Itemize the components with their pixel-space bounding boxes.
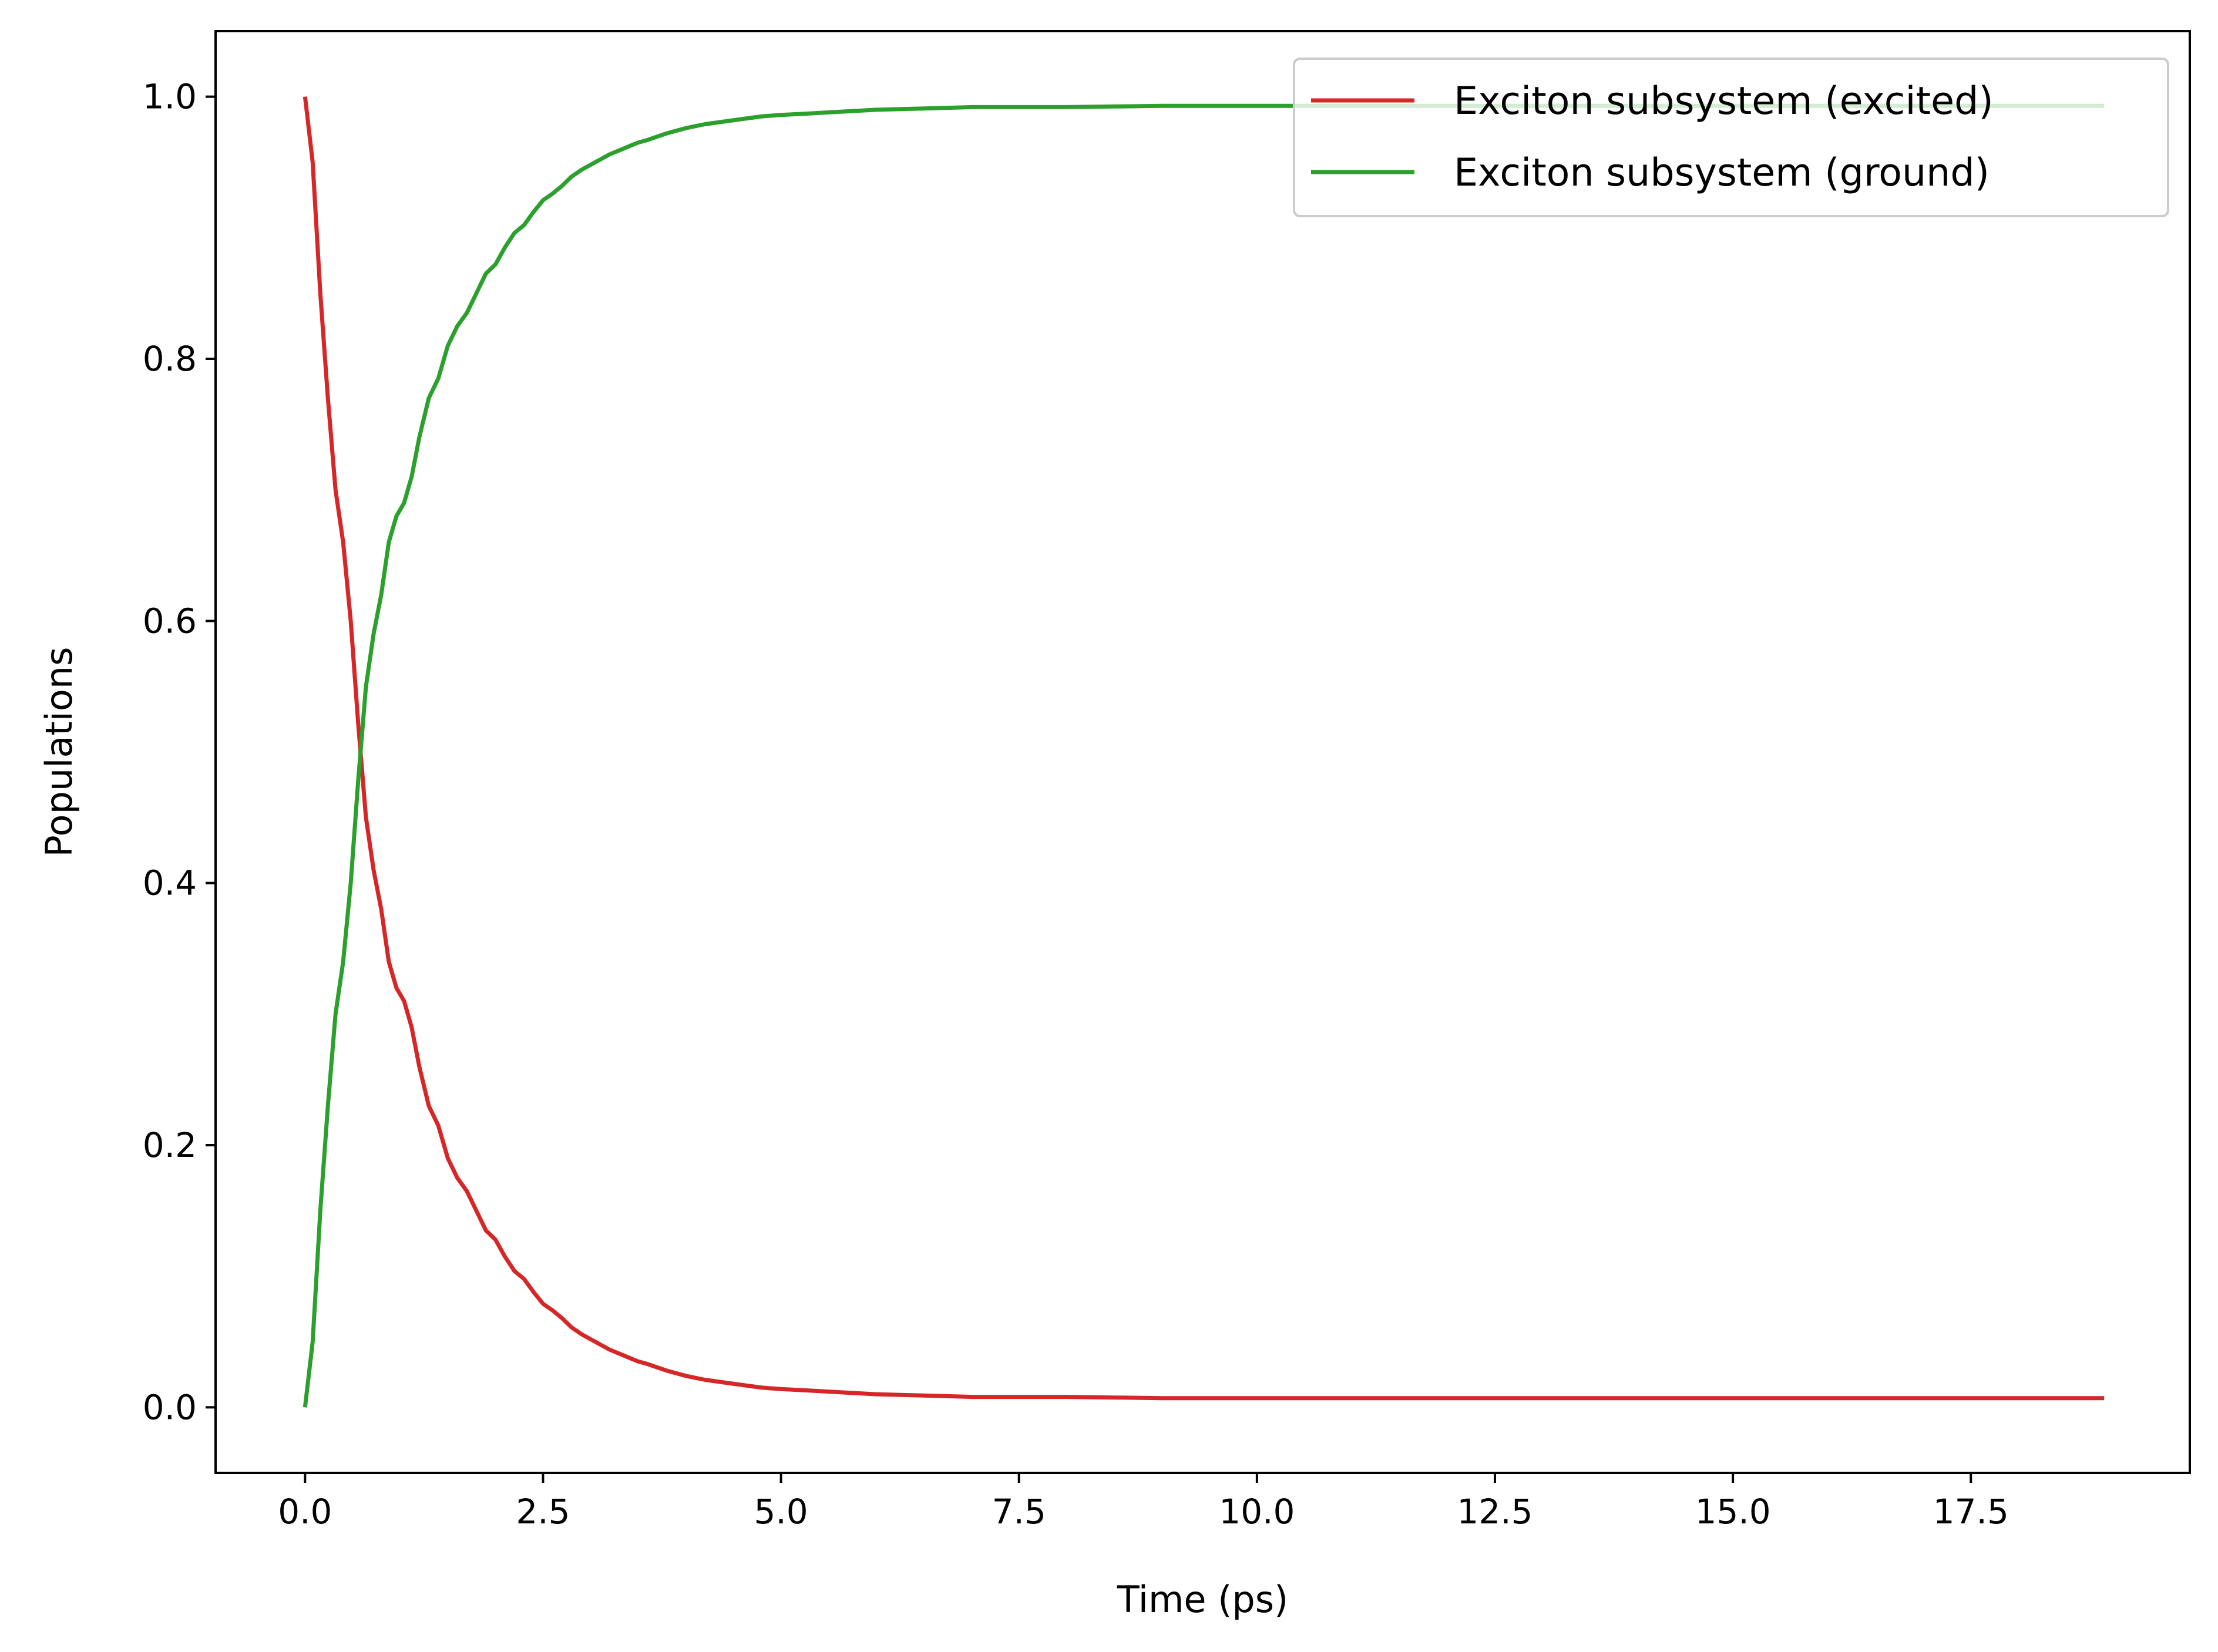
y-tick-label: 0.4 — [143, 863, 197, 903]
x-tick-label: 5.0 — [754, 1492, 808, 1532]
plot-area-frame — [214, 30, 2191, 1474]
legend-label-0: Exciton subsystem (excited) — [1454, 79, 1994, 123]
x-axis-ticks: 0.0 2.5 5.0 7.5 10.0 12.5 15.0 17.5 — [278, 1473, 2009, 1532]
y-axis-ticks: 0.0 0.2 0.4 0.6 0.8 1.0 — [143, 77, 216, 1427]
x-tick-label: 7.5 — [992, 1492, 1046, 1532]
y-tick-label: 0.8 — [143, 339, 197, 379]
x-tick-label: 2.5 — [516, 1492, 570, 1532]
legend-label-1: Exciton subsystem (ground) — [1454, 151, 1990, 195]
x-tick-label: 15.0 — [1695, 1492, 1771, 1532]
series-line-0 — [303, 96, 2105, 1401]
y-tick-label: 1.0 — [143, 77, 197, 117]
x-tick-label: 10.0 — [1219, 1492, 1295, 1532]
series-line-1 — [303, 103, 2105, 1408]
series-layer — [303, 96, 2105, 1408]
x-tick-label: 17.5 — [1933, 1492, 2009, 1532]
x-tick-label: 0.0 — [278, 1492, 332, 1532]
y-tick-label: 0.6 — [143, 601, 197, 641]
legend-entries: Exciton subsystem (excited) Exciton subsy… — [1311, 79, 1994, 195]
legend: Exciton subsystem (excited) Exciton subsy… — [1293, 58, 2169, 217]
legend-box — [1293, 58, 2169, 217]
x-tick-label: 12.5 — [1457, 1492, 1533, 1532]
y-tick-label: 0.2 — [143, 1125, 197, 1165]
y-axis-label: Populations — [38, 647, 80, 857]
x-axis-label: Time (ps) — [1117, 1578, 1288, 1621]
y-tick-label: 0.0 — [143, 1387, 197, 1427]
